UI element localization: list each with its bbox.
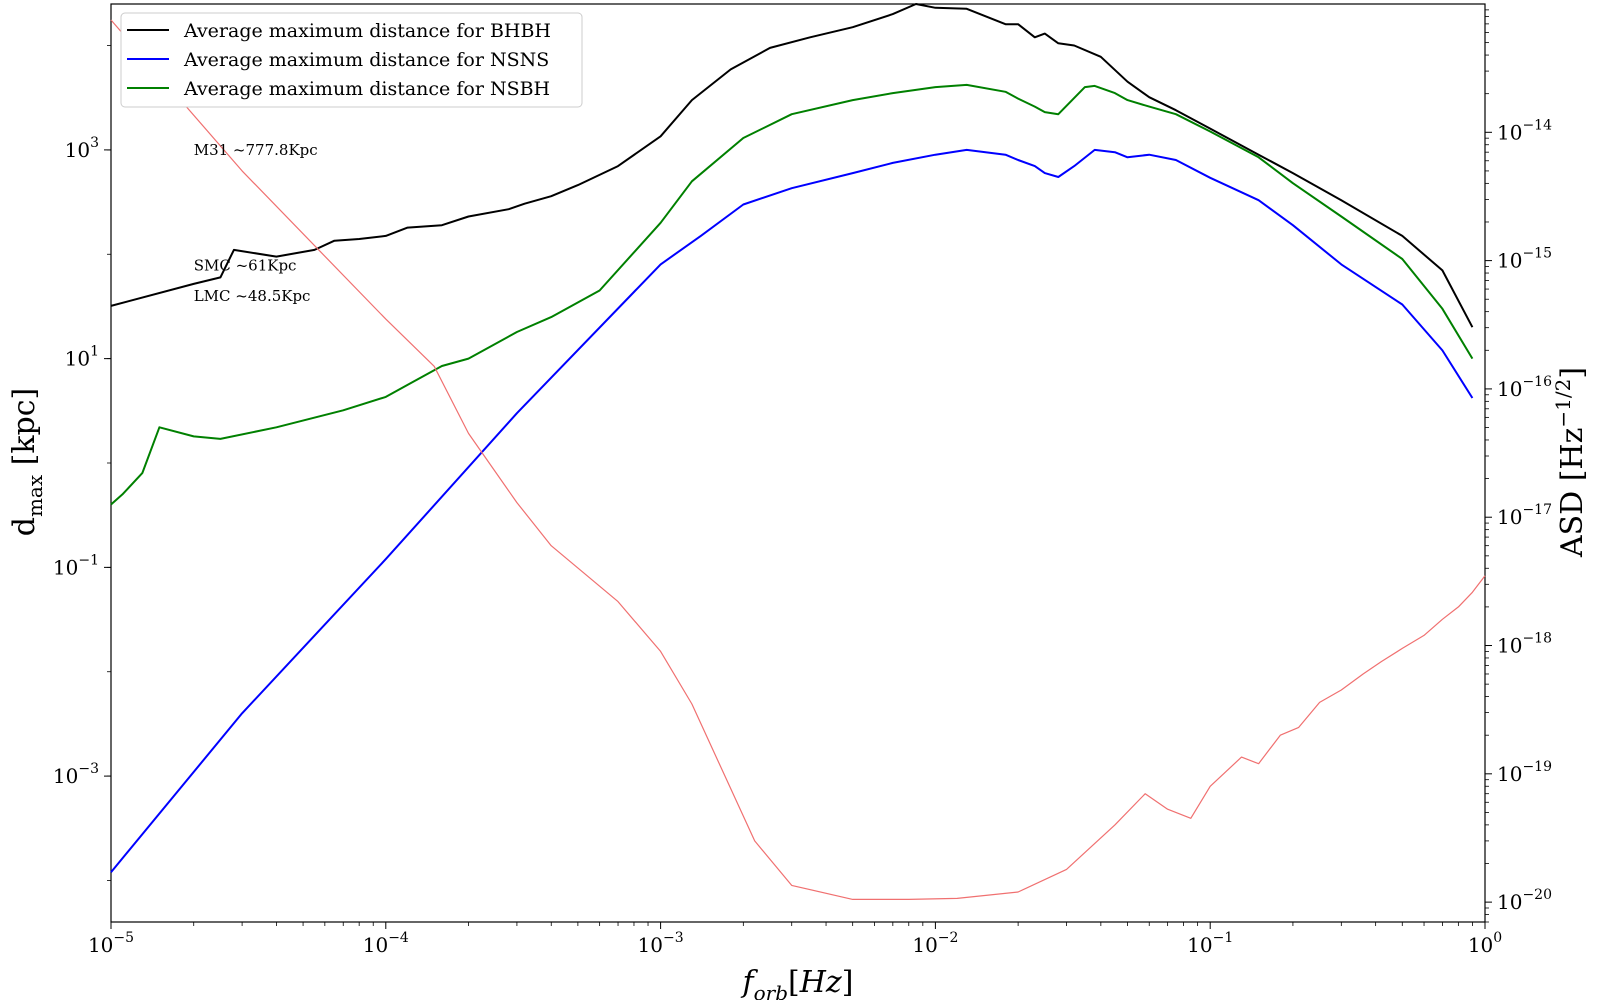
y2-tick-label: 10−19 — [1497, 759, 1552, 786]
y2-tick-label: 10−18 — [1497, 631, 1552, 658]
y2-tick-label: 10−16 — [1497, 374, 1552, 401]
y2-tick-label: 10−20 — [1497, 887, 1552, 914]
annotation-smc: SMC ~61Kpc — [194, 257, 297, 275]
y-axis-right: 10−20 10−19 10−18 10−17 10−16 10−15 10−14 — [1485, 9, 1552, 923]
y-tick-label: 101 — [65, 344, 99, 371]
x-axis: 10−5 10−4 10−3 10−2 10−1 100 — [88, 922, 1502, 957]
y-axis-right-title: ASD [Hz−1/2] — [1551, 367, 1590, 558]
x-axis-title: forb[Hz] — [741, 965, 854, 1000]
annotation-m31: M31 ~777.8Kpc — [194, 141, 318, 159]
legend: Average maximum distance for BHBH Averag… — [120, 12, 583, 108]
y-tick-label: 10−3 — [53, 761, 99, 788]
x-tick-label: 10−3 — [638, 930, 684, 957]
y-tick-label: 10−1 — [53, 552, 99, 579]
x-tick-label: 10−2 — [912, 930, 958, 957]
legend-label-bhbh: Average maximum distance for BHBH — [183, 20, 551, 42]
legend-label-nsns: Average maximum distance for NSNS — [183, 49, 549, 71]
legend-label-nsbh: Average maximum distance for NSBH — [183, 78, 550, 100]
x-tick-label: 10−5 — [88, 930, 134, 957]
annotations: M31 ~777.8Kpc SMC ~61Kpc LMC ~48.5Kpc — [194, 141, 318, 305]
series-line-nsbh — [110, 83, 1474, 506]
x-tick-label: 100 — [1468, 930, 1502, 957]
series-layer — [110, 3, 1486, 900]
annotation-lmc: LMC ~48.5Kpc — [194, 287, 311, 305]
y2-tick-label: 10−14 — [1497, 117, 1552, 144]
legend-frame — [120, 12, 583, 108]
series-line-bhbh — [110, 3, 1474, 328]
y-axis-title: dmax [kpc] — [7, 388, 47, 537]
y-tick-label: 103 — [65, 135, 99, 162]
y-axis-left: 10−3 10−1 101 103 — [53, 45, 111, 881]
series-line-nsns — [110, 148, 1474, 873]
x-tick-label: 10−1 — [1187, 930, 1233, 957]
asd-noise-curve — [110, 19, 1486, 900]
x-tick-label: 10−4 — [363, 930, 409, 957]
y2-tick-label: 10−17 — [1497, 502, 1552, 529]
y2-tick-label: 10−15 — [1497, 246, 1552, 273]
